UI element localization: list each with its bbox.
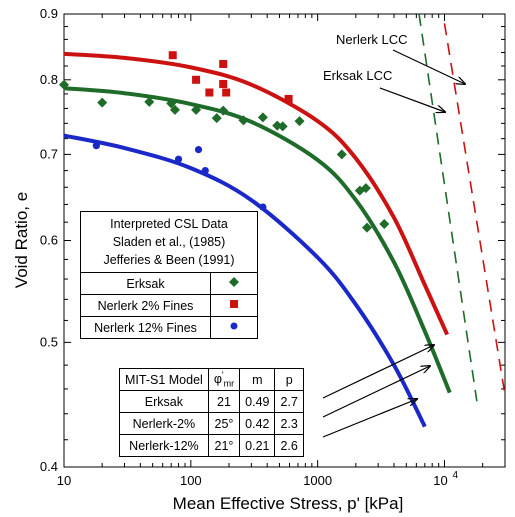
data-point-diamond <box>379 218 390 229</box>
data-point-diamond <box>211 113 222 124</box>
lcc-line <box>418 13 478 402</box>
row-phi: 25° <box>207 412 241 435</box>
legend-header-line: Sladen et al., (1985) <box>112 235 226 249</box>
data-point-diamond <box>191 104 202 115</box>
legend-marker-erksak <box>210 272 258 295</box>
y-tick-label: 0.9 <box>40 6 58 21</box>
annotation-arrow <box>322 399 417 438</box>
annotation-arrow <box>322 345 434 399</box>
square-marker-icon <box>230 300 238 308</box>
lcc-lines <box>418 13 506 402</box>
legend-label-nerlerk-12: Nerlerk 12% Fines <box>80 316 211 339</box>
y-tick-label: 0.5 <box>40 334 58 349</box>
data-point-diamond <box>257 112 268 123</box>
y-tick-label: 0.6 <box>40 233 58 248</box>
model-parameter-table: MIT-S1 Model φ'mr m p Erksak 21 0.49 2.7… <box>119 368 304 457</box>
circle-marker-icon <box>230 322 238 330</box>
phi-col-header: φ'mr <box>207 368 241 391</box>
data-point-diamond <box>166 98 177 109</box>
data-points <box>59 51 390 233</box>
x-axis-title: Mean Effective Stress, p' [kPa] <box>173 494 404 513</box>
data-point-diamond <box>238 115 249 126</box>
axis-ticks: 10 100 1000 10 4 0.4 0.5 0.6 0.7 0.8 0.9 <box>40 6 506 488</box>
legend-label-nerlerk-2: Nerlerk 2% Fines <box>80 294 211 317</box>
data-point-diamond <box>362 222 373 233</box>
lcc-line <box>443 23 506 396</box>
legend-header-line: Jefferies & Been (1991) <box>103 253 235 267</box>
data-point-diamond <box>218 105 229 116</box>
legend-marker-nerlerk-12 <box>210 316 258 339</box>
data-point-diamond <box>59 79 69 90</box>
data-point-square <box>284 94 293 103</box>
legend-label-erksak: Erksak <box>80 272 211 295</box>
legend-header-line: Interpreted CSL Data <box>110 217 228 231</box>
data-point-circle <box>174 155 183 163</box>
data-point-square <box>205 88 214 97</box>
row-p: 2.7 <box>274 390 304 413</box>
table-row: Erksak 21 0.49 2.7 <box>119 390 304 413</box>
annotation-arrows <box>322 49 465 438</box>
row-name: Nerlerk-12% <box>119 434 209 457</box>
data-point-square <box>222 88 231 97</box>
table-row: Nerlerk-2% 25° 0.42 2.3 <box>119 412 304 435</box>
phi-symbol: φ <box>213 372 222 387</box>
diamond-marker-icon <box>229 277 239 287</box>
x-tick-label: 1000 <box>303 473 332 488</box>
annotation-arrow <box>379 87 445 112</box>
phi-subscript: mr <box>223 378 235 389</box>
y-tick-label: 0.7 <box>40 146 58 161</box>
row-phi: 21° <box>207 434 241 457</box>
data-point-circle <box>194 146 203 154</box>
data-point-square <box>168 51 177 60</box>
model-curve <box>63 51 449 336</box>
data-point-square <box>219 59 228 68</box>
x-tick-exponent: 4 <box>452 470 458 481</box>
data-point-diamond <box>169 104 180 115</box>
data-point-circle <box>92 142 100 150</box>
annotation-erksak-lcc: Erksak LCC <box>323 68 392 83</box>
y-tick-label: 0.4 <box>40 459 58 474</box>
row-phi: 21 <box>207 390 241 413</box>
annotation-arrow <box>392 49 465 84</box>
row-name: Nerlerk-2% <box>119 412 209 435</box>
data-point-square <box>192 75 201 84</box>
data-point-diamond <box>144 96 155 107</box>
legend-table: Interpreted CSL Data Sladen et al., (198… <box>80 211 258 339</box>
row-m: 0.42 <box>239 412 276 435</box>
row-m: 0.21 <box>239 434 276 457</box>
data-point-diamond <box>277 121 288 132</box>
model-curve <box>63 133 427 428</box>
data-point-diamond <box>294 116 305 127</box>
data-point-diamond <box>97 97 108 108</box>
phi-prime: ' <box>221 370 224 381</box>
data-point-diamond <box>336 149 347 160</box>
p-col-header: p <box>274 368 304 391</box>
row-p: 2.3 <box>274 412 304 435</box>
data-point-circle <box>259 203 267 211</box>
data-point-square <box>219 80 228 89</box>
y-tick-label: 0.8 <box>40 72 58 87</box>
legend-header: Interpreted CSL Data Sladen et al., (198… <box>80 211 258 273</box>
x-tick-label: 10 <box>57 473 71 488</box>
table-row: Nerlerk-12% 21° 0.21 2.6 <box>119 434 304 457</box>
data-point-diamond <box>360 183 371 194</box>
x-tick-label: 10 <box>433 473 447 488</box>
m-col-header: m <box>239 368 276 391</box>
y-axis-title: Void Ratio, e <box>12 192 31 288</box>
model-curves <box>63 51 452 428</box>
x-tick-label: 100 <box>180 473 202 488</box>
row-m: 0.49 <box>239 390 276 413</box>
data-point-circle <box>201 166 209 175</box>
legend-marker-nerlerk-2 <box>210 294 258 317</box>
annotation-nerlerk-lcc: Nerlerk LCC <box>336 32 408 47</box>
model-col-header: MIT-S1 Model <box>119 368 209 391</box>
model-curve <box>63 86 452 394</box>
row-p: 2.6 <box>274 434 304 457</box>
row-name: Erksak <box>119 390 209 413</box>
annotation-arrow <box>322 366 430 418</box>
